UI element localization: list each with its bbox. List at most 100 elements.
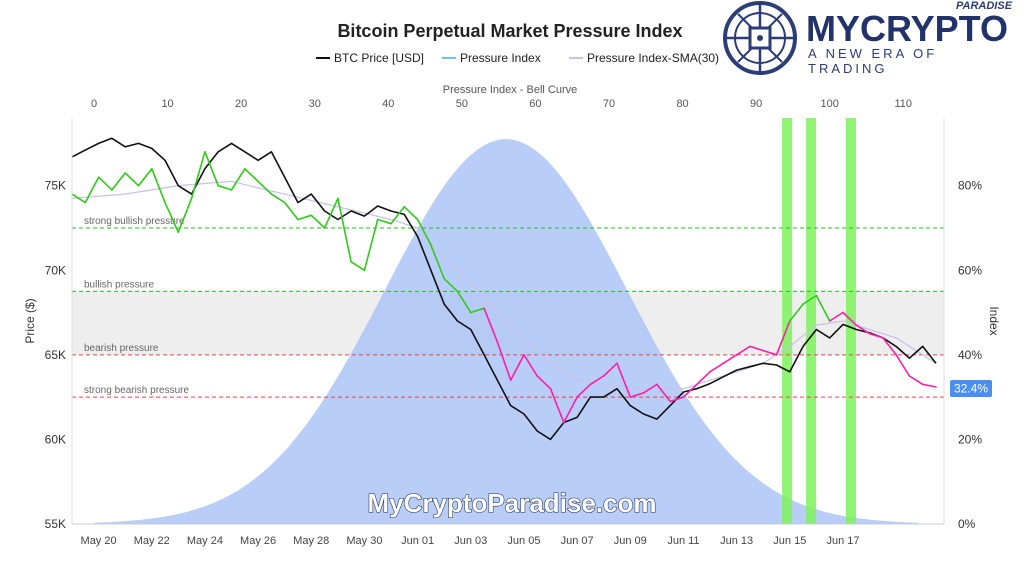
right-tick-label-2: 40% [958, 348, 982, 362]
pressure-index-segment-21 [337, 197, 352, 263]
pressure-index-segment-25 [390, 206, 406, 225]
y-tick-label-3: 70K [45, 263, 66, 277]
x-tick-label-14: Jun 17 [826, 535, 859, 547]
x-tick-label-6: Jun 01 [401, 535, 434, 547]
pressure-sma30-line [71, 180, 937, 390]
pressure-index-segment-38 [562, 396, 578, 424]
pressure-index-segment-36 [536, 375, 552, 390]
pressure-index-segment-13 [230, 168, 246, 191]
pressure-index-segment-1 [71, 193, 87, 204]
current-value-badge-bg [950, 380, 992, 397]
pressure-index-segment-31 [469, 307, 485, 314]
top-tick-label-5: 50 [456, 98, 468, 110]
pressure-index-segment-57 [815, 294, 831, 322]
pressure-index-segment-8 [164, 201, 180, 233]
pressure-index-segment-12 [217, 184, 233, 191]
top-tick-label-8: 80 [676, 98, 688, 110]
pressure-index-segment-24 [376, 218, 392, 225]
pressure-index-segment-14 [244, 168, 259, 183]
pressure-index-segment-61 [868, 332, 884, 339]
pressure-index-segment-62 [882, 337, 897, 356]
top-tick-label-4: 40 [382, 98, 394, 110]
x-tick-label-2: May 24 [187, 535, 223, 547]
pressure-index-segment-46 [669, 396, 685, 403]
y-tick-label-4: 75K [45, 179, 66, 193]
right-tick-label-0: 0% [958, 517, 976, 531]
current-value-badge: 32.4% [950, 380, 992, 397]
pressure-index-segment-33 [496, 341, 512, 382]
x-tick-label-7: Jun 03 [454, 535, 487, 547]
pressure-index-segment-64 [908, 375, 924, 386]
pressure-index-segment-55 [788, 303, 804, 322]
legend-label-0: BTC Price [USD] [334, 51, 424, 65]
pressure-index-segment-50 [722, 353, 738, 365]
pressure-index-segment-34 [509, 353, 525, 382]
strong-pressure-highlight-1 [806, 118, 817, 524]
pressure-index-segment-20 [323, 197, 339, 229]
top-tick-label-7: 70 [603, 98, 615, 110]
legend-label-2: Pressure Index-SMA(30) [587, 51, 719, 65]
pressure-index-segment-19 [310, 214, 326, 229]
pressure-index-segment-32 [483, 307, 499, 343]
pressure-index-segment-2 [84, 176, 100, 204]
x-tick-label-8: Jun 05 [507, 535, 540, 547]
zone-label-2: bearish pressure [84, 343, 159, 354]
pressure-index-segment-37 [549, 387, 565, 424]
pressure-index-segment-60 [855, 324, 871, 335]
x-tick-label-0: May 20 [81, 535, 117, 547]
y-axis-label: Price ($) [23, 298, 37, 343]
pressure-index-segment-52 [749, 345, 765, 352]
pressure-index-segment-58 [828, 311, 844, 322]
right-tick-label-1: 20% [958, 432, 982, 446]
strong-pressure-highlight-0 [782, 118, 793, 524]
top-axis-label: Pressure Index - Bell Curve [443, 84, 578, 96]
bell-curve-area [94, 139, 918, 524]
x-tick-label-11: Jun 11 [667, 535, 699, 547]
pressure-index-segment-28 [430, 244, 446, 280]
x-tick-label-9: Jun 07 [561, 535, 594, 547]
top-tick-label-6: 60 [529, 98, 541, 110]
pressure-index-segment-45 [656, 383, 672, 403]
watermark: MyCryptoParadise.com [368, 488, 657, 518]
pressure-index-segment-23 [363, 218, 379, 272]
pressure-index-segment-30 [456, 290, 472, 314]
pressure-index-segment-41 [602, 362, 618, 377]
top-tick-label-9: 90 [750, 98, 762, 110]
x-tick-label-3: May 26 [240, 535, 276, 547]
pressure-index-segment-48 [695, 370, 711, 386]
right-tick-label-4: 80% [958, 179, 982, 193]
pressure-index-segment-40 [589, 375, 605, 386]
pressure-index-segment-63 [895, 353, 911, 377]
pressure-index-segment-10 [190, 151, 206, 200]
pressure-index-segment-4 [111, 172, 126, 191]
circuit-globe-icon [723, 1, 797, 75]
pressure-index-segment-51 [735, 345, 751, 356]
pressure-index-segment-44 [642, 383, 658, 394]
pressure-index-segment-17 [283, 201, 299, 221]
pressure-index-segment-5 [124, 172, 140, 187]
right-tick-label-3: 60% [958, 263, 982, 277]
top-tick-label-11: 110 [895, 98, 913, 110]
top-tick-label-2: 20 [235, 98, 247, 110]
x-tick-label-5: May 30 [346, 535, 382, 547]
y-tick-label-0: 55K [45, 517, 66, 531]
x-tick-label-1: May 22 [134, 535, 170, 547]
logo-tagline: A NEW ERA OF TRADING [808, 46, 938, 76]
legend-label-1: Pressure Index [460, 51, 541, 65]
pressure-index-segment-65 [921, 383, 937, 388]
pressure-index-segment-29 [443, 277, 459, 293]
pressure-index-segment-35 [523, 353, 539, 377]
x-tick-label-13: Jun 15 [773, 535, 806, 547]
logo-wordmark: MYCRYPTO [806, 8, 1009, 49]
pressure-index-segment-43 [629, 392, 645, 398]
x-tick-label-12: Jun 13 [720, 535, 753, 547]
pressure-index-segment-42 [616, 362, 632, 398]
top-tick-label-1: 10 [161, 98, 173, 110]
y-tick-label-2: 65K [45, 348, 66, 362]
logo-top-text: PARADISE [956, 0, 1013, 12]
pressure-index-segment-15 [257, 180, 273, 195]
pressure-index-segment-47 [682, 383, 698, 398]
pressure-index-segment-16 [270, 193, 286, 204]
